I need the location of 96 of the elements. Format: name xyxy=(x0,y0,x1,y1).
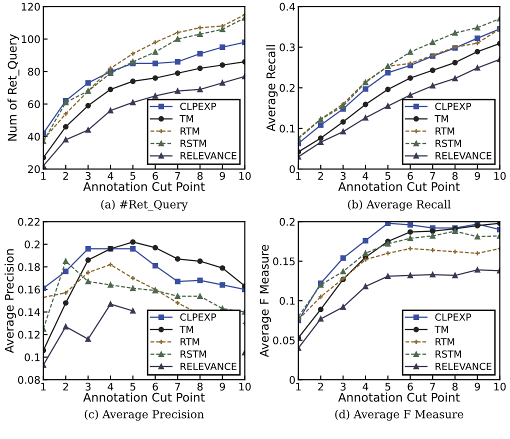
legend-label: RTM xyxy=(180,127,200,135)
x-tick-label: 7 xyxy=(175,172,180,180)
legend-label: RELEVANCE xyxy=(180,152,236,160)
x-tick-label: 2 xyxy=(318,172,324,180)
y-tick-label: 0.15 xyxy=(273,257,295,266)
text: (b) Average Recall xyxy=(348,200,451,211)
legend-label: RELEVANCE xyxy=(180,362,236,370)
y-tick-label: 0.22 xyxy=(18,218,40,226)
legend-label: CLPEXP xyxy=(180,313,216,321)
y-tick-label: 0.12 xyxy=(18,330,40,339)
text: (c) Average Precision xyxy=(84,410,204,421)
legend-label: RSTM xyxy=(180,350,206,358)
y-tick-label: 0.05 xyxy=(273,336,295,344)
x-tick-label: 8 xyxy=(452,172,458,180)
x-tick-label: 9 xyxy=(474,382,480,391)
x-tick-label: 3 xyxy=(340,382,346,391)
x-axis-title: Annotation Cut Point xyxy=(338,392,460,402)
x-axis-title: Annotation Cut Point xyxy=(83,392,205,402)
x-tick-label: 10 xyxy=(494,172,506,180)
x-tick-label: 5 xyxy=(385,382,390,391)
y-tick-label: 0.16 xyxy=(18,286,40,294)
x-tick-label: 8 xyxy=(197,172,203,180)
x-axis-title: Annotation Cut Point xyxy=(83,182,205,192)
legend-label: RSTM xyxy=(436,140,461,148)
y-tick-label: 0.08 xyxy=(18,376,40,384)
y-tick-label: 40 xyxy=(28,132,40,141)
x-tick-label: 7 xyxy=(430,172,436,180)
x-tick-label: 2 xyxy=(63,382,68,390)
legend-label: CLPEXP xyxy=(180,102,216,110)
x-tick-label: 2 xyxy=(318,382,324,390)
text: (d) Average F Measure xyxy=(335,410,464,421)
x-axis-title: Annotation Cut Point xyxy=(338,182,460,192)
x-tick-label: 5 xyxy=(130,382,136,391)
y-tick-label: 0.14 xyxy=(18,308,40,316)
x-tick-label: 6 xyxy=(152,382,158,391)
y-tick-label: 0.2 xyxy=(280,218,295,226)
x-tick-label: 4 xyxy=(108,382,114,390)
y-tick-label: 60 xyxy=(28,100,40,108)
y-tick-label: 0.2 xyxy=(280,84,295,92)
legend-label: RTM xyxy=(436,127,454,135)
x-tick-label: 1 xyxy=(296,172,301,180)
legend-label: TM xyxy=(434,115,448,122)
y-tick-label: 0 xyxy=(290,376,295,384)
y-tick-label: 0.4 xyxy=(280,2,295,11)
legend-label: TM xyxy=(180,326,194,333)
y-tick-label: 0.1 xyxy=(24,353,40,362)
y-tick-label: 100 xyxy=(22,35,40,44)
x-tick-label: 6 xyxy=(152,172,158,180)
y-axis-title: Average Precision xyxy=(4,249,16,354)
text: (a) #Ret_Query xyxy=(101,200,188,211)
legend-label: RTM xyxy=(180,338,200,346)
y-axis-title: Average F Measure xyxy=(260,244,271,358)
x-tick-label: 4 xyxy=(362,172,368,180)
legend-label: RSTM xyxy=(436,350,461,358)
x-tick-label: 8 xyxy=(197,382,203,391)
y-tick-label: 120 xyxy=(22,2,40,11)
x-tick-label: 3 xyxy=(340,172,346,180)
x-tick-label: 5 xyxy=(130,172,136,180)
y-axis-title: Num of Ret_Query xyxy=(8,34,20,141)
x-tick-label: 9 xyxy=(220,382,225,391)
x-tick-label: 1 xyxy=(41,382,46,390)
x-tick-label: 10 xyxy=(494,382,506,391)
x-tick-label: 10 xyxy=(239,382,251,391)
x-tick-label: 7 xyxy=(175,382,180,390)
legend-label: RELEVANCE xyxy=(436,362,492,370)
legend-label: RTM xyxy=(436,338,454,346)
y-tick-label: 0.1 xyxy=(280,124,295,133)
y-tick-label: 0 xyxy=(290,165,295,174)
y-tick-label: 80 xyxy=(28,68,40,76)
y-axis-title: Average Recall xyxy=(266,45,278,132)
x-tick-label: 6 xyxy=(408,382,413,391)
x-tick-label: 1 xyxy=(296,382,301,390)
legend-label: RELEVANCE xyxy=(436,152,492,160)
x-tick-label: 6 xyxy=(408,172,413,180)
legend-label: RSTM xyxy=(180,140,206,148)
x-tick-label: 8 xyxy=(452,382,458,391)
legend-label: TM xyxy=(434,326,448,333)
y-tick-label: 0.1 xyxy=(280,296,295,305)
x-tick-label: 3 xyxy=(86,382,91,391)
x-tick-label: 4 xyxy=(362,382,368,390)
y-tick-label: 0.3 xyxy=(280,43,295,52)
y-tick-label: 20 xyxy=(28,165,40,174)
x-tick-label: 4 xyxy=(108,172,114,180)
x-tick-label: 9 xyxy=(220,172,225,180)
x-tick-label: 5 xyxy=(385,172,390,180)
x-tick-label: 7 xyxy=(430,382,436,390)
y-tick-label: 0.2 xyxy=(24,240,40,248)
x-tick-label: 2 xyxy=(63,172,68,180)
legend-label: CLPEXP xyxy=(435,102,472,110)
x-tick-label: 9 xyxy=(474,172,480,180)
legend-label: CLPEXP xyxy=(435,313,472,321)
x-tick-label: 10 xyxy=(239,172,251,180)
legend-label: TM xyxy=(180,115,194,122)
y-tick-label: 0.18 xyxy=(18,263,40,271)
x-tick-label: 1 xyxy=(41,172,46,180)
x-tick-label: 3 xyxy=(86,172,91,180)
